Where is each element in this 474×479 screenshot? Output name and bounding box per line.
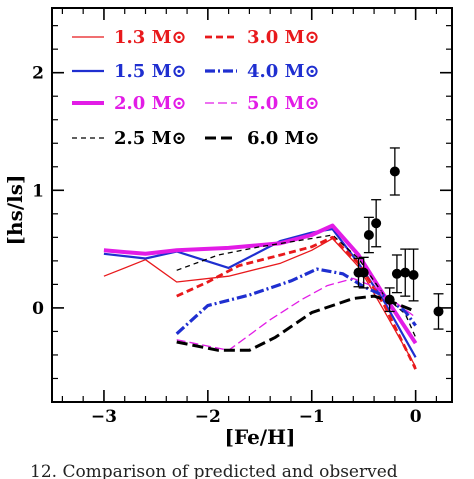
observation-point: [363, 229, 374, 240]
plot-axes: −3 −2 −1 0 0 1 2: [32, 7, 453, 427]
plot-frame: [51, 7, 453, 403]
observation-point: [389, 166, 400, 177]
legend-label-1-5: 1.5 M⊙: [114, 61, 187, 82]
caption: 12. Comparison of predicted and observed: [30, 462, 398, 479]
legend-label-5-0: 5.0 M⊙: [247, 93, 320, 114]
legend-label-2-0: 2.0 M⊙: [114, 93, 187, 114]
legend-label-3-0: 3.0 M⊙: [247, 27, 320, 48]
y-tick-label: 0: [32, 299, 44, 319]
observation-point: [384, 294, 395, 305]
observations: [353, 147, 444, 330]
legend-label-6-0: 6.0 M⊙: [247, 128, 320, 149]
y-tick-label: 1: [32, 181, 44, 201]
legend: 1.3 M⊙ 1.5 M⊙ 2.0 M⊙ 2.5 M⊙ 3.0 M⊙ 4.0 M⊙ 5.0 …: [72, 27, 320, 149]
series-line-1-5: [103, 228, 417, 358]
x-tick-label: 0: [410, 407, 422, 427]
y-axis-label: [hs/ls]: [3, 175, 27, 246]
x-tick-label: −3: [91, 407, 117, 427]
legend-label-4-0: 4.0 M⊙: [247, 61, 320, 82]
observation-point: [433, 306, 444, 317]
x-tick-label: −2: [195, 407, 221, 427]
series-line-2-0: [103, 223, 418, 345]
legend-label-1-3: 1.3 M⊙: [114, 27, 187, 48]
observation-point: [408, 269, 419, 280]
observation-point: [358, 267, 369, 278]
x-tick-label: −1: [299, 407, 325, 427]
observation-point: [391, 268, 402, 279]
observation-point: [371, 218, 382, 229]
observation-point: [400, 267, 411, 278]
x-axis-label: [Fe/H]: [225, 425, 296, 449]
y-tick-label: 2: [32, 64, 44, 84]
legend-label-2-5: 2.5 M⊙: [114, 128, 187, 149]
series-line-2-5: [176, 234, 417, 338]
